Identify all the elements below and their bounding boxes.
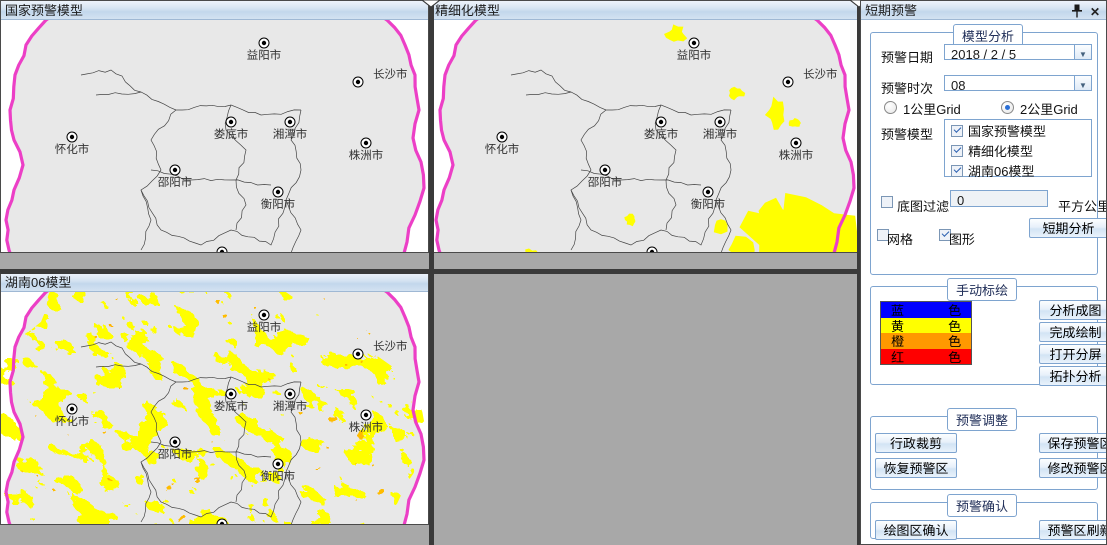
svg-text:长沙市: 长沙市: [373, 66, 408, 82]
svg-text:娄底市: 娄底市: [214, 126, 249, 142]
svg-text:邵阳市: 邵阳市: [588, 174, 623, 190]
svg-text:株洲市: 株洲市: [349, 419, 384, 435]
svg-text:怀化市: 怀化市: [55, 141, 90, 157]
svg-text:邵阳市: 邵阳市: [158, 446, 193, 462]
svg-text:湘潭市: 湘潭市: [273, 126, 308, 142]
svg-text:怀化市: 怀化市: [485, 141, 520, 157]
svg-text:邵阳市: 邵阳市: [158, 174, 193, 190]
svg-text:湘潭市: 湘潭市: [273, 398, 308, 414]
svg-text:怀化市: 怀化市: [55, 413, 90, 429]
svg-text:衡阳市: 衡阳市: [261, 468, 296, 484]
svg-text:益阳市: 益阳市: [247, 47, 282, 63]
svg-text:株洲市: 株洲市: [349, 147, 384, 163]
svg-text:衡阳市: 衡阳市: [261, 196, 296, 212]
svg-text:娄底市: 娄底市: [644, 126, 679, 142]
svg-text:长沙市: 长沙市: [373, 338, 408, 354]
svg-text:益阳市: 益阳市: [247, 319, 282, 335]
svg-text:长沙市: 长沙市: [803, 66, 838, 82]
svg-text:湘潭市: 湘潭市: [703, 126, 738, 142]
svg-text:娄底市: 娄底市: [214, 398, 249, 414]
svg-text:株洲市: 株洲市: [779, 147, 814, 163]
svg-text:益阳市: 益阳市: [677, 47, 712, 63]
svg-text:衡阳市: 衡阳市: [691, 196, 726, 212]
